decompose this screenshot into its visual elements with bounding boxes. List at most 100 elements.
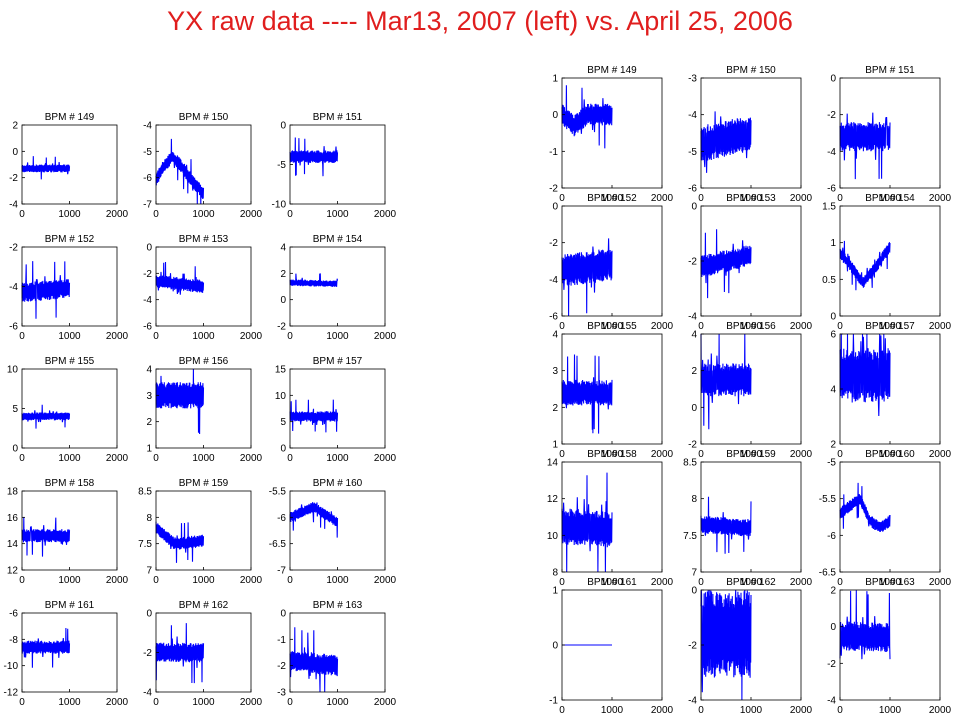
right-plot-12: BPM # 160-6.5-6-5.5-50 1000 2000: [819, 449, 952, 588]
x-tick-label: 2000: [374, 453, 397, 464]
data-trace: [561, 85, 613, 149]
y-tick-label: -8: [9, 635, 18, 646]
y-tick-label: -4: [549, 275, 558, 286]
x-tick-label: 1000: [740, 705, 763, 716]
plot-frame: [289, 246, 386, 327]
x-tick-label: 0: [19, 331, 25, 342]
y-tick-label: 0: [280, 609, 286, 620]
right-plot-1: BPM # 149 -2 -1 0 1 0 1000 2000: [549, 65, 673, 204]
y-tick-label: -2: [827, 659, 836, 670]
x-tick-label: 1000: [58, 331, 81, 342]
x-tick-label: 1000: [601, 449, 624, 460]
y-tick-label: 2: [830, 586, 836, 597]
x-tick-label: 1000: [601, 577, 624, 588]
y-tick-label: -6.5: [819, 568, 837, 579]
y-tick-label: -10: [4, 661, 19, 672]
left-plot-10: BPM # 158 12 14 16 18 0 1000 2000: [7, 478, 129, 586]
y-tick-label: -4: [827, 696, 836, 707]
y-tick-label: 0.5: [822, 275, 836, 286]
x-tick-label: 1000: [879, 321, 902, 332]
x-tick-label: 1000: [601, 705, 624, 716]
y-tick-label: -6: [688, 184, 697, 195]
x-tick-label: 0: [19, 453, 25, 464]
left-plot-1: BPM # 149 -4 -2 0 2 0 1000 2000: [9, 112, 128, 220]
left-plot-9: BPM # 157 0 5 10 15 0 1000 2000: [275, 356, 397, 464]
plot-title: BPM # 151: [865, 65, 915, 76]
plot-title: BPM # 149: [45, 112, 95, 123]
data-trace: [561, 472, 613, 573]
y-tick-label: -4: [143, 121, 152, 132]
x-tick-label: 0: [19, 575, 25, 586]
y-tick-label: -1: [549, 696, 558, 707]
x-tick-label: 0: [153, 209, 159, 220]
y-tick-label: 12: [7, 566, 19, 577]
y-tick-label: 0: [12, 444, 18, 455]
y-tick-label: -6.5: [269, 539, 287, 550]
y-tick-label: -2: [143, 269, 152, 280]
plot-title: BPM # 162: [179, 600, 229, 611]
x-tick-label: 1000: [192, 453, 215, 464]
y-tick-label: 8.5: [683, 458, 697, 469]
data-trace: [155, 261, 205, 295]
data-trace: [155, 368, 205, 435]
plot-title: BPM # 149: [587, 65, 637, 76]
data-trace: [289, 137, 339, 177]
left-plot-7: BPM # 155 0 5 10 0 1000 2000: [7, 356, 129, 464]
x-tick-label: 1000: [879, 449, 902, 460]
y-tick-label: 18: [7, 487, 19, 498]
y-tick-label: -12: [4, 688, 19, 699]
y-tick-label: -5: [688, 147, 697, 158]
plot-title: BPM # 156: [726, 321, 776, 332]
x-tick-label: 1000: [740, 193, 763, 204]
x-tick-label: 2000: [929, 449, 952, 460]
y-tick-label: -4: [143, 295, 152, 306]
x-tick-label: 2000: [651, 577, 674, 588]
y-tick-label: 0: [691, 586, 697, 597]
plot-title: BPM # 157: [865, 321, 915, 332]
data-trace: [21, 261, 71, 319]
x-tick-label: 2000: [374, 697, 397, 708]
y-tick-label: 2: [12, 121, 18, 132]
data-trace: [289, 502, 339, 538]
y-tick-label: -4: [143, 688, 152, 699]
data-trace: [155, 623, 205, 684]
y-tick-label: -6: [9, 609, 18, 620]
plot-title: BPM # 155: [587, 321, 637, 332]
x-tick-label: 0: [698, 577, 704, 588]
left-plot-14: BPM # 162 -4 -2 0 0 1000 2000: [143, 600, 262, 708]
x-tick-label: 0: [287, 209, 293, 220]
plot-title: BPM # 159: [179, 478, 229, 489]
x-tick-label: 2000: [240, 209, 263, 220]
x-tick-label: 1000: [740, 321, 763, 332]
y-tick-label: 8: [146, 513, 152, 524]
y-tick-label: 7.5: [683, 531, 697, 542]
y-tick-label: -5: [827, 458, 836, 469]
y-tick-label: 2: [830, 440, 836, 451]
data-trace: [289, 273, 339, 287]
data-trace: [21, 517, 71, 557]
plot-title: BPM # 150: [726, 65, 776, 76]
data-trace: [155, 138, 205, 205]
x-tick-label: 2000: [929, 577, 952, 588]
x-tick-label: 0: [559, 705, 565, 716]
x-tick-label: 0: [559, 577, 565, 588]
y-tick-label: -5.5: [269, 487, 287, 498]
x-tick-label: 0: [153, 575, 159, 586]
left-plot-4: BPM # 152 -6 -4 -2 0 1000 2000: [9, 234, 128, 342]
right-plot-5: BPM # 153-4-200 1000 2000: [688, 193, 812, 332]
y-tick-label: 0: [280, 444, 286, 455]
plot-title: BPM # 151: [313, 112, 363, 123]
y-tick-label: 10: [275, 391, 287, 402]
y-tick-label: -2: [277, 661, 286, 672]
x-tick-label: 1000: [58, 209, 81, 220]
y-tick-label: -4: [688, 696, 697, 707]
y-tick-label: 0: [280, 121, 286, 132]
x-tick-label: 2000: [651, 449, 674, 460]
x-tick-label: 0: [19, 697, 25, 708]
y-tick-label: 6: [830, 330, 836, 341]
